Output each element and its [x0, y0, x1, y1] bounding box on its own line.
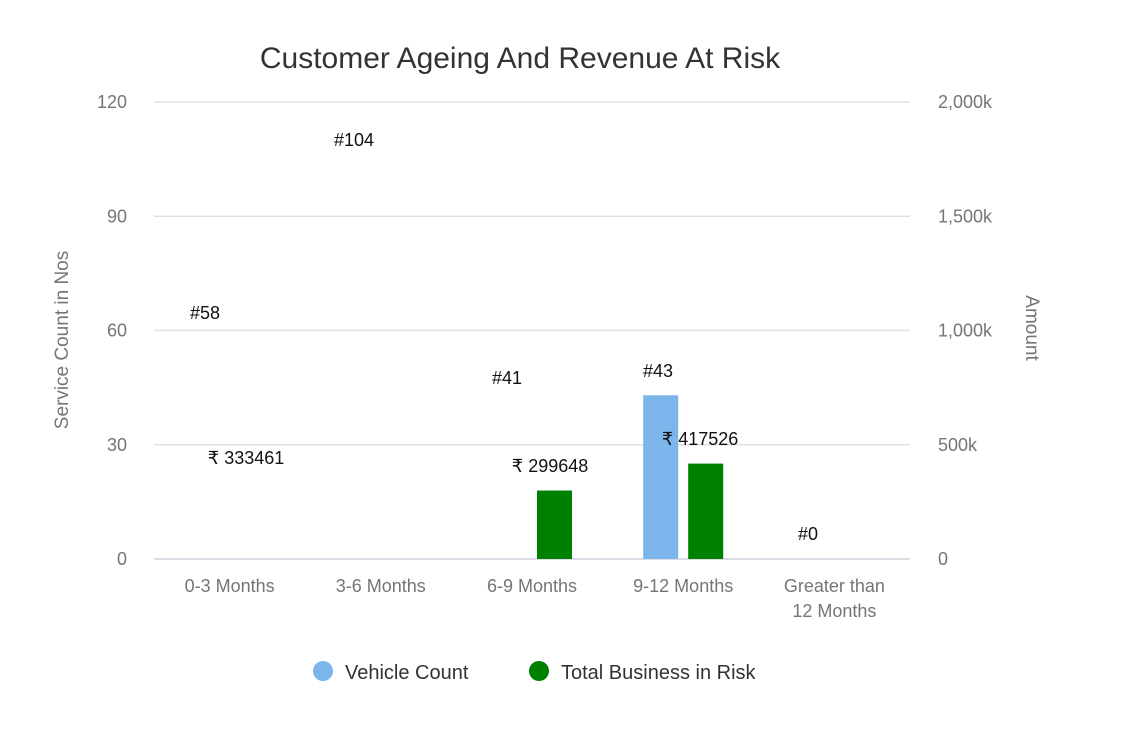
legend: Vehicle Count Total Business in Risk	[313, 661, 757, 684]
gridlines	[154, 101, 910, 560]
right-axis-ticks: 0 500k 1,000k 1,500k 2,000k	[938, 92, 993, 569]
data-labels: #58 ₹ 333461 #104 #41 ₹ 299648 #43 ₹ 417526 #0	[190, 130, 818, 544]
category-label: Greater than 12 Months	[784, 576, 885, 621]
left-tick-label: 0	[117, 549, 127, 569]
category-label: 6-9 Months	[487, 576, 577, 596]
category-label: 3-6 Months	[336, 576, 426, 596]
category-label: 0-3 Months	[185, 576, 275, 596]
bar-total-business[interactable]	[537, 490, 572, 559]
category-label: 9-12 Months	[633, 576, 733, 596]
chart-title: Customer Ageing And Revenue At Risk	[260, 42, 781, 75]
bar-total-business[interactable]	[688, 463, 724, 559]
bars	[537, 395, 724, 559]
left-tick-label: 120	[97, 92, 127, 112]
legend-marker-vehicle-count	[313, 661, 333, 681]
right-tick-label: 500k	[938, 435, 978, 455]
legend-item-total-business[interactable]: Total Business in Risk	[529, 661, 757, 684]
left-tick-label: 30	[107, 435, 127, 455]
bar-vehicle-count[interactable]	[643, 395, 679, 559]
data-label-vehicle-count: #104	[334, 130, 374, 150]
data-label-vehicle-count: #41	[492, 368, 522, 388]
legend-item-vehicle-count[interactable]: Vehicle Count	[313, 661, 469, 684]
right-tick-label: 2,000k	[938, 92, 993, 112]
data-label-total-business: ₹ 417526	[662, 429, 739, 449]
legend-label-total-business: Total Business in Risk	[561, 662, 757, 684]
left-tick-label: 90	[107, 206, 127, 226]
data-label-vehicle-count: #58	[190, 303, 220, 323]
legend-label-vehicle-count: Vehicle Count	[345, 662, 469, 684]
left-tick-label: 60	[107, 321, 127, 341]
legend-marker-total-business	[529, 661, 549, 681]
data-label-vehicle-count: #0	[798, 524, 818, 544]
right-tick-label: 1,000k	[938, 321, 993, 341]
data-label-total-business: ₹ 333461	[208, 448, 285, 468]
left-axis-title: Service Count in Nos	[52, 251, 73, 429]
right-axis-title: Amount	[1021, 295, 1042, 361]
data-label-total-business: ₹ 299648	[512, 456, 589, 476]
left-axis-ticks: 0 30 60 90 120	[97, 92, 127, 569]
right-tick-label: 0	[938, 549, 948, 569]
right-tick-label: 1,500k	[938, 206, 993, 226]
category-labels: 0-3 Months 3-6 Months 6-9 Months 9-12 Month…	[185, 576, 885, 621]
data-label-vehicle-count: #43	[643, 361, 673, 381]
